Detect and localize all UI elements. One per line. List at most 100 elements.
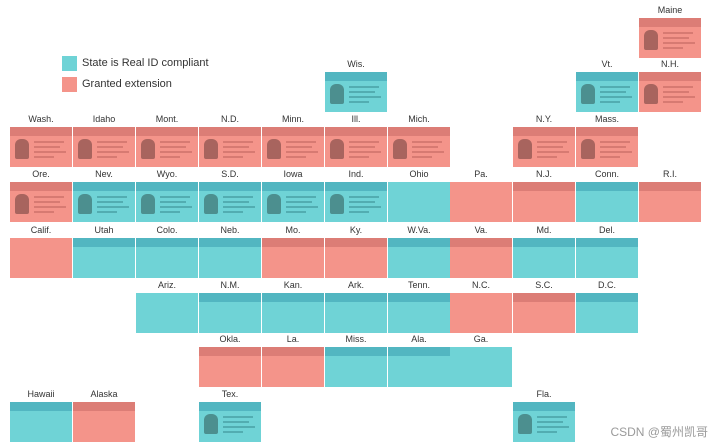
state-label: Ariz. [158,280,176,290]
license-card [262,293,324,333]
license-text-line [663,42,695,44]
state-tile: Minn. [262,113,324,167]
license-text-line [97,196,127,198]
state-label: S.D. [221,169,239,179]
license-header-band [262,293,324,302]
license-header-band [262,238,324,247]
state-tile: Alaska [73,388,135,442]
license-text-line [286,141,316,143]
state-tile: Iowa [262,168,324,222]
license-card [325,182,387,222]
license-text-line [286,196,316,198]
license-text-line [663,37,689,39]
license-header-band [325,127,387,136]
license-card [199,347,261,387]
state-label: Ohio [409,169,429,179]
license-card [450,238,512,278]
state-label: Utah [94,225,114,235]
state-tile: D.C. [576,279,638,333]
license-text-line [34,201,60,203]
license-text-line [160,211,180,213]
license-card [450,347,512,387]
license-card [576,72,638,112]
license-header-band [262,347,324,356]
license-text-line [223,201,249,203]
state-label: N.Y. [535,114,553,124]
license-text-line [160,196,190,198]
state-label: Ind. [348,169,364,179]
license-photo [330,84,344,104]
license-header-band [262,127,324,136]
license-text-line [600,86,630,88]
state-tile: Colo. [136,224,198,278]
license-header-band [199,182,261,191]
license-photo [78,194,92,214]
license-header-band [576,238,638,247]
license-text-line [537,416,567,418]
license-card [262,347,324,387]
license-text-line [600,156,620,158]
state-tile: Mont. [136,113,198,167]
license-text-line [600,91,626,93]
license-text-line [412,151,444,153]
state-label: Hawaii [27,389,55,399]
license-text-line [286,211,306,213]
state-tile: Maine [639,4,701,58]
license-header-band [10,182,72,191]
license-header-band [325,347,387,356]
license-text-line [600,96,632,98]
license-card [136,182,198,222]
license-text-line [160,141,190,143]
license-header-band [576,293,638,302]
license-text-line [349,146,375,148]
state-tile: Wyo. [136,168,198,222]
state-label: Pa. [474,169,488,179]
license-card [73,182,135,222]
state-tile: Ohio [388,168,450,222]
license-header-band [513,238,575,247]
license-text-line [160,206,192,208]
license-header-band [639,18,701,27]
license-card [199,402,261,442]
license-photo [330,139,344,159]
license-text-line [537,421,563,423]
state-label: N.M. [220,280,240,290]
state-tile: N.D. [199,113,261,167]
license-text-line [600,146,626,148]
license-text-line [223,141,253,143]
license-text-line [223,431,243,433]
license-card [388,182,450,222]
state-label: Wis. [347,59,365,69]
license-card [325,72,387,112]
license-text-line [34,156,54,158]
license-header-band [136,182,198,191]
license-header-band [325,72,387,81]
license-text-line [223,426,255,428]
license-text-line [663,91,689,93]
license-card [639,182,701,222]
license-text-line [600,141,630,143]
state-tile: Miss. [325,333,387,387]
state-tile: Kan. [262,279,324,333]
license-text-line [600,151,632,153]
state-label: N.J. [535,169,552,179]
license-card [199,127,261,167]
license-photo [581,84,595,104]
license-card [513,238,575,278]
license-text-line [286,206,318,208]
state-tile: N.Y. [513,113,575,167]
state-tile: N.H. [639,58,701,112]
license-header-band [73,238,135,247]
license-photo [267,139,281,159]
state-label: Wash. [28,114,54,124]
state-label: Maine [657,5,683,15]
license-photo [644,30,658,50]
license-card [388,127,450,167]
license-card [262,238,324,278]
license-header-band [199,127,261,136]
state-label: Conn. [594,169,620,179]
license-text-line [223,421,249,423]
license-photo [267,194,281,214]
legend-compliant-label: State is Real ID compliant [82,57,209,69]
license-photo [141,139,155,159]
